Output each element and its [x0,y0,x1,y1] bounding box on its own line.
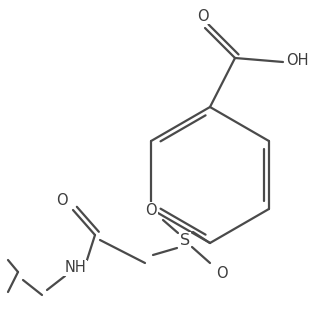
Text: NH: NH [64,260,86,276]
Text: O: O [197,8,209,24]
Text: O: O [56,193,68,207]
Text: O: O [216,266,228,280]
Text: OH: OH [286,52,308,68]
Text: S: S [180,232,190,248]
Text: O: O [145,203,157,217]
